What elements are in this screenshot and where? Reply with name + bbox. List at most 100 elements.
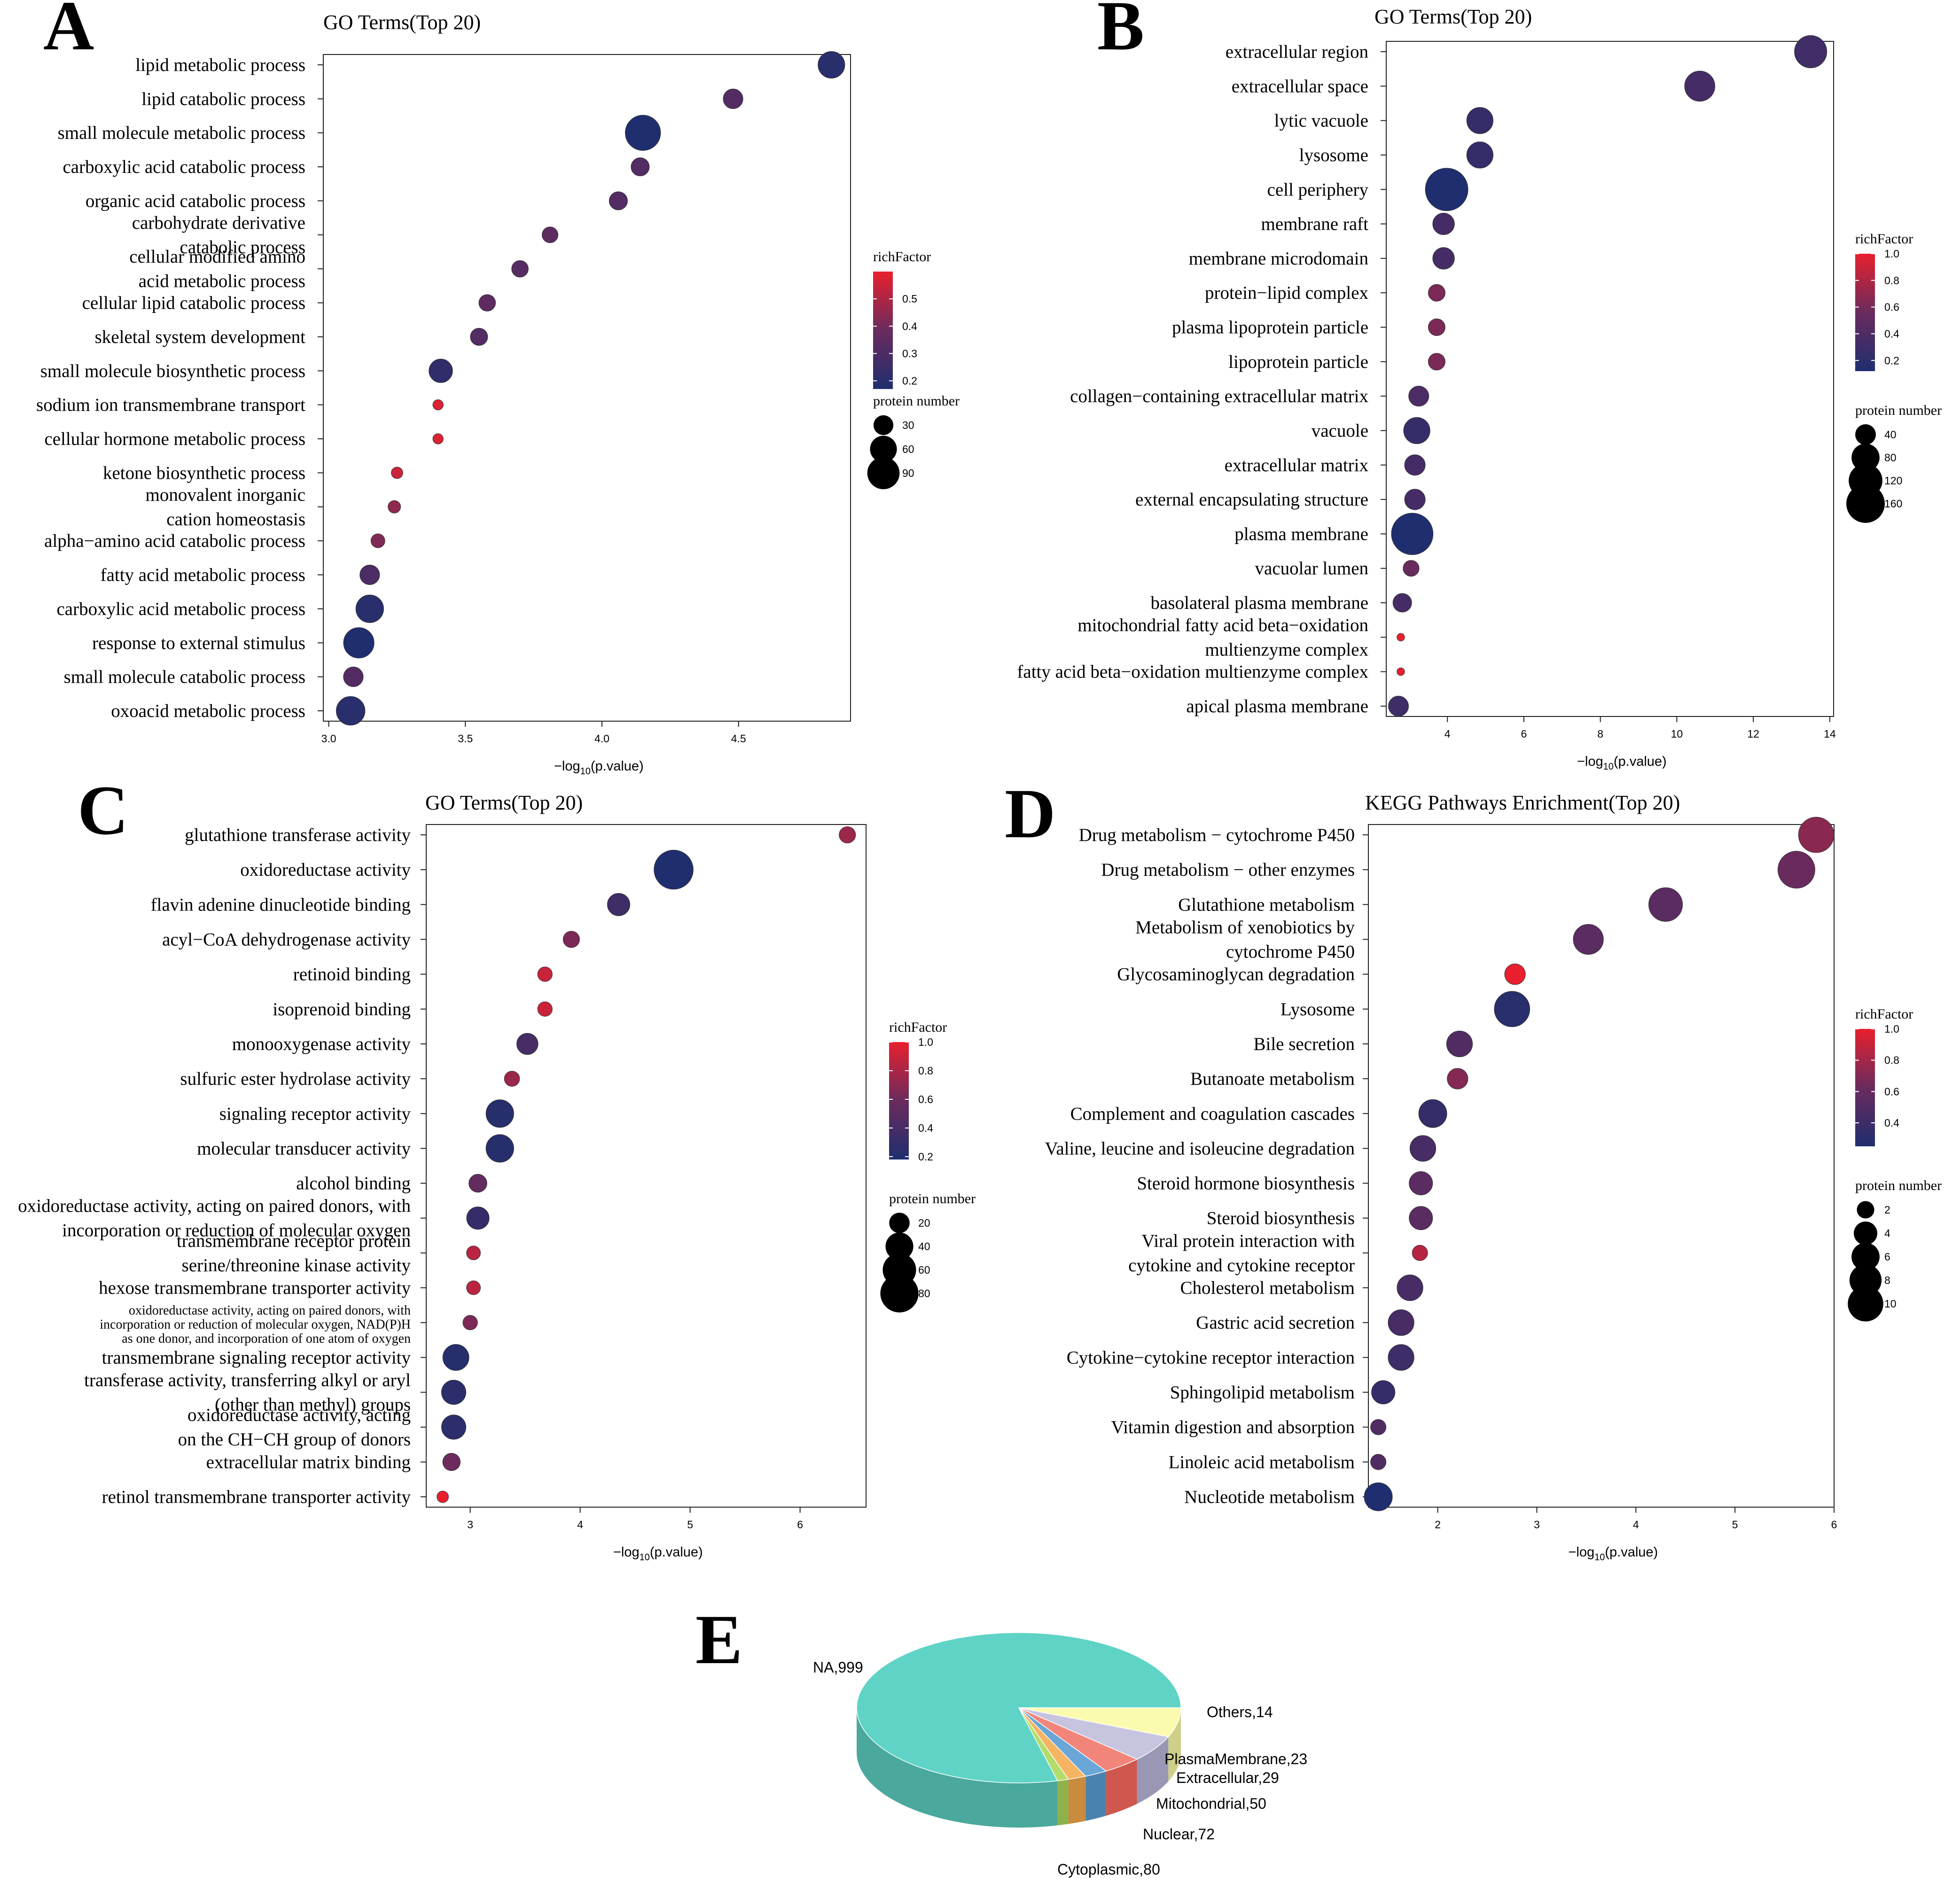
- pie-side-plasmamembrane: [1068, 1776, 1086, 1824]
- y-tick-label: catabolic process: [180, 237, 305, 257]
- data-point: [1466, 107, 1493, 134]
- data-point: [1432, 247, 1455, 270]
- color-bar: [1855, 254, 1875, 371]
- y-tick-label: cellular lipid catabolic process: [82, 293, 305, 313]
- size-legend-dot: [1854, 1222, 1877, 1245]
- size-legend-dot: [880, 1274, 919, 1313]
- y-tick-label: small molecule catabolic process: [64, 667, 305, 687]
- y-tick-label: cytochrome P450: [1226, 942, 1355, 962]
- size-legend-dot: [1848, 1286, 1883, 1322]
- y-tick-label: Metabolism of xenobiotics by: [1135, 917, 1355, 937]
- y-tick-label: protein−lipid complex: [1205, 283, 1369, 303]
- data-point: [1392, 593, 1412, 613]
- size-legend: protein number 20 40 60 80: [880, 1191, 976, 1313]
- pie-slice-cytoplasmic: [1018, 1707, 1181, 1737]
- data-point: [1494, 991, 1531, 1027]
- pie-label-mitochondrial: Mitochondrial,50: [1156, 1795, 1266, 1812]
- color-legend-tick: 1.0: [1884, 1023, 1899, 1035]
- data-point: [631, 157, 650, 177]
- x-axis-label: −log10(p.value): [1569, 1545, 1658, 1563]
- y-tick-label: Lysosome: [1281, 999, 1355, 1019]
- data-point: [388, 500, 401, 514]
- data-point: [1573, 924, 1604, 955]
- data-point: [432, 433, 444, 444]
- y-tick-label: small molecule biosynthetic process: [40, 361, 305, 381]
- y-tick-label: Bile secretion: [1253, 1034, 1355, 1054]
- data-point: [478, 294, 496, 311]
- y-tick-label: retinol transmembrane transporter activi…: [102, 1487, 411, 1507]
- pie-slice-nuclear: [1018, 1707, 1169, 1760]
- y-tick-label: mitochondrial fatty acid beta−oxidation: [1078, 615, 1368, 635]
- y-tick-label: alcohol binding: [296, 1174, 411, 1194]
- size-legend-dot: [885, 1232, 914, 1261]
- x-tick-label: 2: [1435, 1518, 1441, 1531]
- size-legend-label: 8: [1884, 1274, 1890, 1286]
- y-tick-label: transmembrane signaling receptor activit…: [102, 1347, 411, 1368]
- color-legend: richFactor 0.2 0.3 0.4 0.5: [873, 249, 931, 389]
- color-legend-tick: 0.4: [1884, 327, 1899, 340]
- y-tick-label: plasma membrane: [1234, 524, 1368, 544]
- y-tick-label: skeletal system development: [95, 327, 306, 347]
- y-tick-label: multienzyme complex: [1205, 639, 1368, 660]
- size-legend-dot: [889, 1213, 910, 1233]
- data-point: [625, 115, 661, 151]
- x-axis-label: −log10(p.value): [613, 1545, 703, 1563]
- x-axis-label-sub: 10: [1603, 762, 1614, 772]
- y-tick-label: (other than methyl) groups: [215, 1395, 411, 1415]
- size-legend: protein number 40 80 120 160: [1846, 403, 1942, 523]
- y-tick-label: isoprenoid binding: [273, 999, 411, 1019]
- x-tick-label: 8: [1597, 728, 1603, 740]
- panel-c: C GO Terms(Top 20) 3 4 5 6 −log10(p.value) glut…: [18, 771, 976, 1563]
- chart-title: GO Terms(Top 20): [425, 791, 583, 814]
- pie-label-na: NA,999: [813, 1659, 863, 1676]
- y-tick-label: extracellular region: [1226, 42, 1368, 62]
- data-point: [1794, 35, 1827, 68]
- data-point: [654, 849, 694, 890]
- data-point: [441, 1415, 467, 1440]
- size-legend-dot: [1846, 484, 1885, 523]
- size-legend-label: 60: [902, 443, 914, 455]
- data-point: [469, 1174, 487, 1193]
- pie-slice-extracellular: [1018, 1707, 1107, 1777]
- size-legend-label: 30: [902, 419, 914, 431]
- y-tick-label: oxidoreductase activity, acting: [187, 1405, 411, 1425]
- color-legend-title: richFactor: [1855, 231, 1913, 247]
- y-tick-label: cellular modified amino: [129, 247, 305, 267]
- y-tick-label: oxidoreductase activity: [240, 860, 411, 880]
- x-tick-label: 4: [577, 1518, 583, 1531]
- y-tick-label: small molecule metabolic process: [58, 123, 305, 143]
- data-point: [504, 1071, 520, 1087]
- y-tick-label: external encapsulating structure: [1135, 490, 1368, 510]
- color-legend-tick: 0.8: [1884, 274, 1899, 287]
- chart-title: KEGG Pathways Enrichment(Top 20): [1365, 791, 1680, 814]
- data-point: [609, 191, 628, 210]
- y-tick-label: ketone biosynthetic process: [103, 463, 305, 483]
- color-legend-tick: 0.2: [918, 1151, 933, 1163]
- plot-frame: [1368, 824, 1835, 1508]
- data-point: [1388, 1309, 1414, 1336]
- data-point: [1371, 1380, 1396, 1405]
- x-tick-label: 4: [1633, 1518, 1639, 1531]
- pie-label-others: Others,14: [1207, 1704, 1273, 1720]
- data-point: [1364, 1482, 1393, 1511]
- data-point: [1432, 212, 1455, 235]
- y-tick-label: vacuole: [1312, 420, 1368, 441]
- data-point: [1504, 964, 1526, 985]
- y-tick-label: extracellular matrix binding: [206, 1452, 411, 1472]
- data-point: [542, 226, 559, 243]
- data-point: [537, 1001, 553, 1017]
- y-tick-label: Drug metabolism − cytochrome P450: [1079, 825, 1355, 845]
- x-axis-label-rest: (p.value): [591, 759, 644, 774]
- size-legend-label: 10: [1884, 1298, 1897, 1310]
- plot-frame: [1386, 41, 1834, 717]
- pie-slice-mitochondrial: [1018, 1707, 1138, 1772]
- y-tick-label: oxidoreductase activity, acting on paire…: [129, 1303, 411, 1318]
- pie-label-cytoplasmic: Cytoplasmic,80: [1057, 1861, 1160, 1878]
- color-legend-title: richFactor: [873, 249, 931, 265]
- x-tick-label: 4.0: [594, 732, 609, 745]
- y-tick-label: sodium ion transmembrane transport: [36, 395, 305, 415]
- y-tick-label: monovalent inorganic: [146, 485, 305, 505]
- y-tick-label: acid metabolic process: [139, 271, 305, 291]
- color-legend-tick: 0.8: [1884, 1054, 1899, 1066]
- y-tick-label: extracellular space: [1232, 76, 1368, 96]
